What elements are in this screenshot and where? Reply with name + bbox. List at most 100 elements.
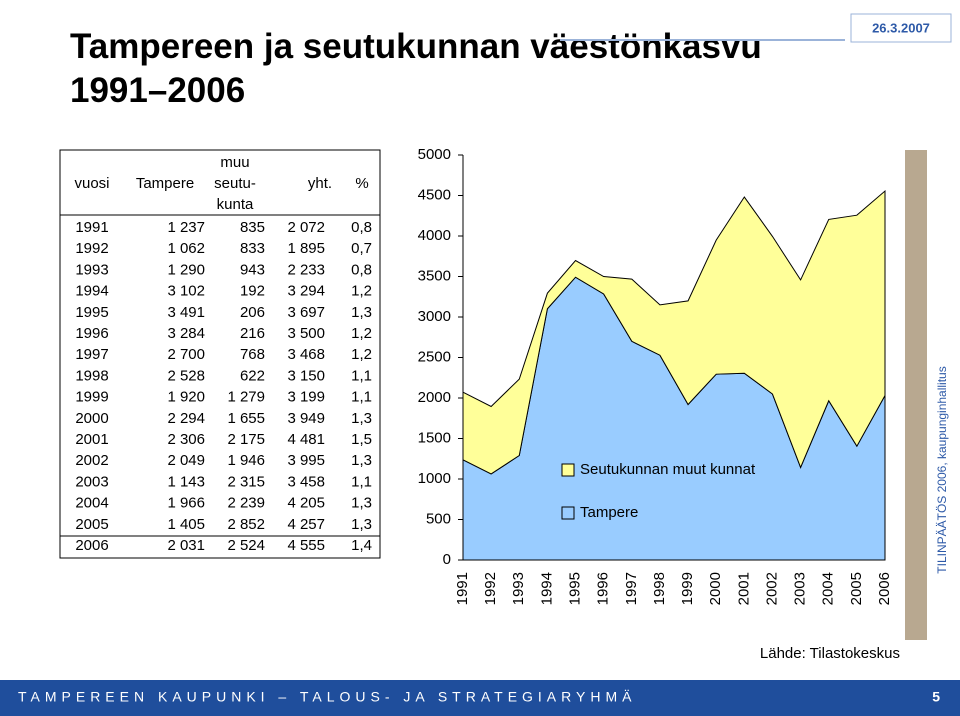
table-cell: 1 920 bbox=[167, 389, 205, 406]
table-cell: 2000 bbox=[75, 410, 108, 427]
y-tick-label: 4500 bbox=[418, 186, 451, 203]
table-cell: 1,3 bbox=[351, 516, 372, 533]
table-cell: 3 697 bbox=[287, 304, 325, 321]
table-header: seutu- bbox=[214, 175, 256, 192]
table-cell: 1 279 bbox=[227, 389, 265, 406]
table-cell: 4 481 bbox=[287, 431, 325, 448]
table-cell: 216 bbox=[240, 325, 265, 342]
table-cell: 2 049 bbox=[167, 452, 205, 469]
table-cell: 1996 bbox=[75, 325, 108, 342]
date: 26.3.2007 bbox=[872, 20, 930, 35]
x-tick-label: 1992 bbox=[482, 572, 499, 605]
table-cell: 3 491 bbox=[167, 304, 205, 321]
table-cell: 2 524 bbox=[227, 537, 265, 554]
table-cell: 1,3 bbox=[351, 452, 372, 469]
table-cell: 206 bbox=[240, 304, 265, 321]
table-cell: 3 995 bbox=[287, 452, 325, 469]
y-tick-label: 5000 bbox=[418, 146, 451, 163]
table-header: vuosi bbox=[74, 175, 109, 192]
x-tick-label: 1991 bbox=[454, 572, 471, 605]
table-cell: 2002 bbox=[75, 452, 108, 469]
table-cell: 2 175 bbox=[227, 431, 265, 448]
table-cell: 1994 bbox=[75, 283, 108, 300]
footer-bar bbox=[0, 680, 960, 716]
x-tick-label: 2000 bbox=[707, 572, 724, 605]
title-line: Tampereen ja seutukunnan väestönkasvu bbox=[70, 27, 762, 66]
x-tick-label: 2002 bbox=[763, 572, 780, 605]
legend-label: Seutukunnan muut kunnat bbox=[580, 461, 756, 478]
table-cell: 3 102 bbox=[167, 283, 205, 300]
y-tick-label: 0 bbox=[443, 551, 451, 568]
table-cell: 2 315 bbox=[227, 473, 265, 490]
x-tick-label: 2004 bbox=[820, 572, 837, 605]
table-cell: 622 bbox=[240, 367, 265, 384]
table-cell: 2 306 bbox=[167, 431, 205, 448]
table-cell: 0,8 bbox=[351, 261, 372, 278]
y-tick-label: 3500 bbox=[418, 267, 451, 284]
table-cell: 4 257 bbox=[287, 516, 325, 533]
y-tick-label: 3000 bbox=[418, 308, 451, 325]
y-tick-label: 1500 bbox=[418, 429, 451, 446]
table-cell: 2003 bbox=[75, 473, 108, 490]
table-cell: 1,3 bbox=[351, 495, 372, 512]
table-cell: 833 bbox=[240, 240, 265, 257]
table-header: kunta bbox=[217, 196, 254, 213]
table-cell: 2 239 bbox=[227, 495, 265, 512]
title-line: 1991–2006 bbox=[70, 71, 245, 110]
table-cell: 0,8 bbox=[351, 219, 372, 236]
table-cell: 1 062 bbox=[167, 240, 205, 257]
x-tick-label: 2006 bbox=[876, 572, 893, 605]
table-header: muu bbox=[220, 154, 249, 171]
table-cell: 3 468 bbox=[287, 346, 325, 363]
table-cell: 1998 bbox=[75, 367, 108, 384]
legend-swatch bbox=[561, 463, 575, 477]
x-tick-label: 1995 bbox=[567, 572, 584, 605]
table-header: Tampere bbox=[136, 175, 194, 192]
table-cell: 3 294 bbox=[287, 283, 325, 300]
table-cell: 3 949 bbox=[287, 410, 325, 427]
legend-label: Tampere bbox=[580, 504, 638, 521]
table-cell: 1 895 bbox=[287, 240, 325, 257]
x-tick-label: 1993 bbox=[510, 572, 527, 605]
table-cell: 1,3 bbox=[351, 410, 372, 427]
table-cell: 1,4 bbox=[351, 537, 372, 554]
table-cell: 1 290 bbox=[167, 261, 205, 278]
table-cell: 1 143 bbox=[167, 473, 205, 490]
table-cell: 3 284 bbox=[167, 325, 205, 342]
table-cell: 1 405 bbox=[167, 516, 205, 533]
table-cell: 768 bbox=[240, 346, 265, 363]
page-number: 5 bbox=[932, 689, 940, 705]
table-cell: 2005 bbox=[75, 516, 108, 533]
x-tick-label: 1998 bbox=[651, 572, 668, 605]
y-tick-label: 2000 bbox=[418, 389, 451, 406]
table-cell: 2 072 bbox=[287, 219, 325, 236]
table-cell: 2 528 bbox=[167, 367, 205, 384]
table-cell: 3 150 bbox=[287, 367, 325, 384]
table-cell: 2001 bbox=[75, 431, 108, 448]
table-cell: 2006 bbox=[75, 537, 108, 554]
table-cell: 1 946 bbox=[227, 452, 265, 469]
table-cell: 3 199 bbox=[287, 389, 325, 406]
x-tick-label: 1994 bbox=[538, 572, 555, 605]
table-cell: 943 bbox=[240, 261, 265, 278]
x-tick-label: 2003 bbox=[792, 572, 809, 605]
source: Lähde: Tilastokeskus bbox=[760, 645, 900, 662]
table-cell: 1 966 bbox=[167, 495, 205, 512]
table-cell: 4 205 bbox=[287, 495, 325, 512]
legend-swatch bbox=[561, 506, 575, 520]
table-cell: 3 458 bbox=[287, 473, 325, 490]
table-cell: 2 031 bbox=[167, 537, 205, 554]
table-cell: 1,2 bbox=[351, 283, 372, 300]
table-cell: 1997 bbox=[75, 346, 108, 363]
table-cell: 1,1 bbox=[351, 367, 372, 384]
side-text: TILINPÄÄTÖS 2006, kaupunginhallitus bbox=[935, 366, 949, 573]
table-cell: 1992 bbox=[75, 240, 108, 257]
table-cell: 1,5 bbox=[351, 431, 372, 448]
table-cell: 4 555 bbox=[287, 537, 325, 554]
table-cell: 2 852 bbox=[227, 516, 265, 533]
table-cell: 0,7 bbox=[351, 240, 372, 257]
table-cell: 835 bbox=[240, 219, 265, 236]
photo-strip bbox=[905, 150, 927, 640]
table-cell: 1,3 bbox=[351, 304, 372, 321]
